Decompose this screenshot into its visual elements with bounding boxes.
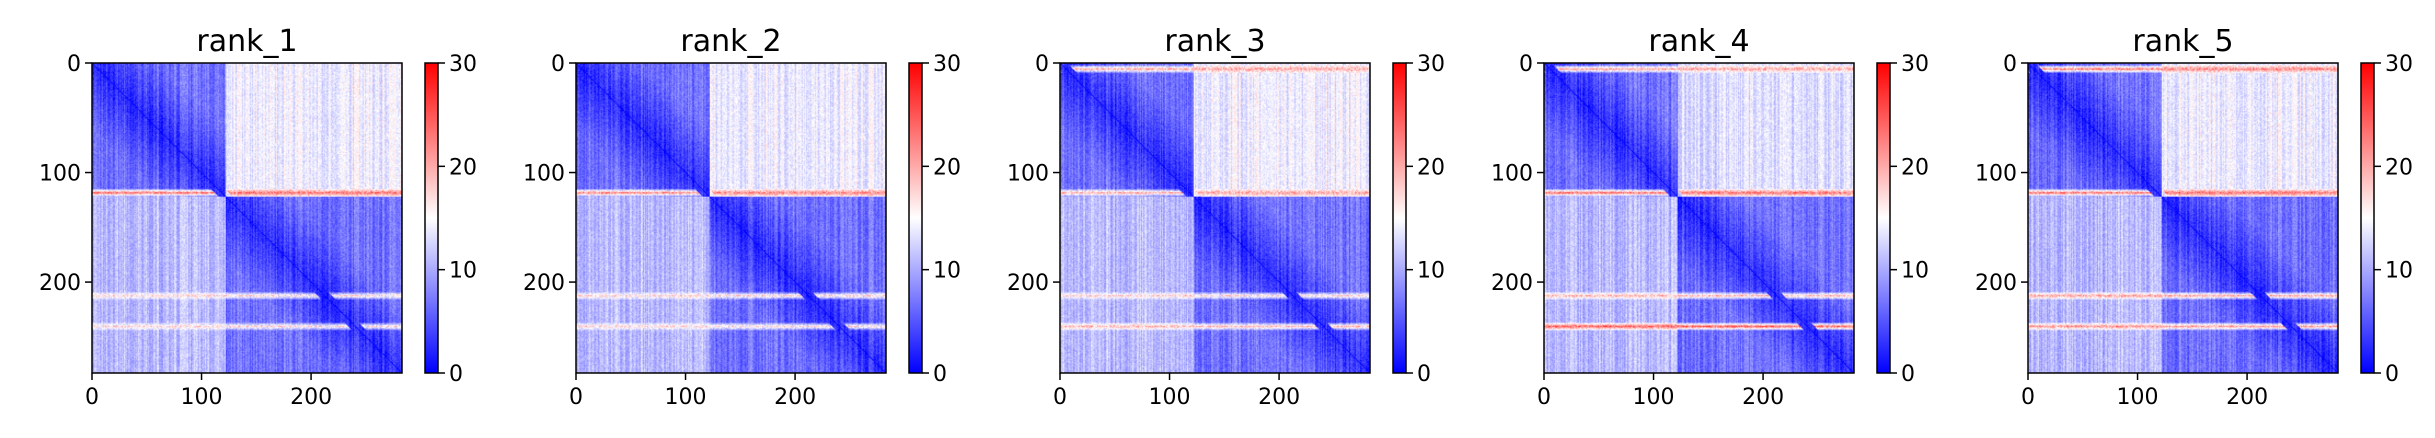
x-tick-label: 200 bbox=[1258, 385, 1300, 410]
axes-frame bbox=[575, 62, 887, 374]
heatmap-cells bbox=[92, 63, 402, 373]
colorbar-tick-label: 30 bbox=[933, 52, 961, 77]
colorbar-tick-label: 20 bbox=[449, 155, 477, 180]
colorbar-tick-label: 0 bbox=[2385, 362, 2399, 387]
x-tick-label: 200 bbox=[1742, 385, 1784, 410]
x-tick-label: 200 bbox=[290, 385, 332, 410]
y-tick-label: 200 bbox=[1975, 271, 2017, 296]
colorbar-tick-label: 0 bbox=[1417, 362, 1431, 387]
panel-title: rank_4 bbox=[1648, 24, 1749, 59]
colorbar-tick-label: 10 bbox=[1901, 259, 1929, 284]
colorbar-tick-label: 0 bbox=[933, 362, 947, 387]
y-tick-label: 0 bbox=[1519, 52, 1533, 77]
colorbar-frame bbox=[1392, 62, 1407, 374]
y-tick-label: 200 bbox=[1007, 271, 1049, 296]
heatmap-cells bbox=[576, 63, 886, 373]
colorbar-tick-label: 20 bbox=[1417, 155, 1445, 180]
axes-frame bbox=[1059, 62, 1371, 374]
colorbar-frame bbox=[2360, 62, 2375, 374]
colorbar-tick-label: 0 bbox=[1901, 362, 1915, 387]
colorbar bbox=[1393, 63, 1406, 373]
heatmap-panel: rank_2 0 100 200 0 100 200 0 10 20 30 bbox=[523, 24, 961, 410]
colorbar-tick-label: 20 bbox=[2385, 155, 2413, 180]
y-tick-label: 100 bbox=[523, 162, 565, 187]
y-tick-label: 0 bbox=[1035, 52, 1049, 77]
axes-frame bbox=[91, 62, 403, 374]
panel-title: rank_1 bbox=[196, 24, 297, 59]
x-tick-label: 100 bbox=[2117, 385, 2159, 410]
x-tick-label: 100 bbox=[1149, 385, 1191, 410]
heatmap-cells bbox=[2028, 63, 2338, 373]
x-tick-label: 200 bbox=[774, 385, 816, 410]
colorbar-tick-label: 10 bbox=[449, 259, 477, 284]
y-tick-label: 100 bbox=[1975, 162, 2017, 187]
panel-title: rank_5 bbox=[2132, 24, 2233, 59]
colorbar-tick-label: 20 bbox=[1901, 155, 1929, 180]
heatmap-panel: rank_3 0 100 200 0 100 200 0 10 20 30 bbox=[1007, 24, 1445, 410]
y-tick-label: 100 bbox=[1491, 162, 1533, 187]
colorbar bbox=[909, 63, 922, 373]
heatmap-cells bbox=[1060, 63, 1370, 373]
colorbar-tick-label: 20 bbox=[933, 155, 961, 180]
x-tick-label: 0 bbox=[2021, 385, 2035, 410]
colorbar-tick-label: 10 bbox=[2385, 259, 2413, 284]
colorbar bbox=[1877, 63, 1890, 373]
axes-frame bbox=[2027, 62, 2339, 374]
y-tick-label: 100 bbox=[1007, 162, 1049, 187]
heatmap-cells bbox=[1544, 63, 1854, 373]
x-tick-label: 0 bbox=[85, 385, 99, 410]
y-tick-label: 200 bbox=[523, 271, 565, 296]
colorbar-tick-label: 30 bbox=[1417, 52, 1445, 77]
y-tick-label: 0 bbox=[2003, 52, 2017, 77]
colorbar bbox=[2361, 63, 2374, 373]
x-tick-label: 0 bbox=[1053, 385, 1067, 410]
x-tick-label: 200 bbox=[2226, 385, 2268, 410]
colorbar-frame bbox=[424, 62, 439, 374]
x-tick-label: 100 bbox=[1633, 385, 1675, 410]
panel-title: rank_2 bbox=[680, 24, 781, 59]
x-tick-label: 0 bbox=[1537, 385, 1551, 410]
colorbar-tick-label: 30 bbox=[1901, 52, 1929, 77]
panel-title: rank_3 bbox=[1164, 24, 1265, 59]
y-tick-label: 200 bbox=[1491, 271, 1533, 296]
y-tick-label: 0 bbox=[551, 52, 565, 77]
heatmap-panel: rank_4 0 100 200 0 100 200 0 10 20 30 bbox=[1491, 24, 1929, 410]
colorbar-tick-label: 30 bbox=[2385, 52, 2413, 77]
colorbar-tick-label: 30 bbox=[449, 52, 477, 77]
y-tick-label: 100 bbox=[39, 162, 81, 187]
heatmap-panel: rank_1 0 100 200 0 100 200 0 10 20 30 bbox=[39, 24, 477, 410]
heatmap-panel: rank_5 0 100 200 0 100 200 0 10 20 30 bbox=[1975, 24, 2413, 410]
y-tick-label: 0 bbox=[67, 52, 81, 77]
colorbar-tick-label: 10 bbox=[933, 259, 961, 284]
axes-frame bbox=[1543, 62, 1855, 374]
x-tick-label: 100 bbox=[181, 385, 223, 410]
colorbar bbox=[425, 63, 438, 373]
y-tick-label: 200 bbox=[39, 271, 81, 296]
colorbar-frame bbox=[908, 62, 923, 374]
x-tick-label: 100 bbox=[665, 385, 707, 410]
colorbar-frame bbox=[1876, 62, 1891, 374]
colorbar-tick-label: 10 bbox=[1417, 259, 1445, 284]
x-tick-label: 0 bbox=[569, 385, 583, 410]
colorbar-tick-label: 0 bbox=[449, 362, 463, 387]
